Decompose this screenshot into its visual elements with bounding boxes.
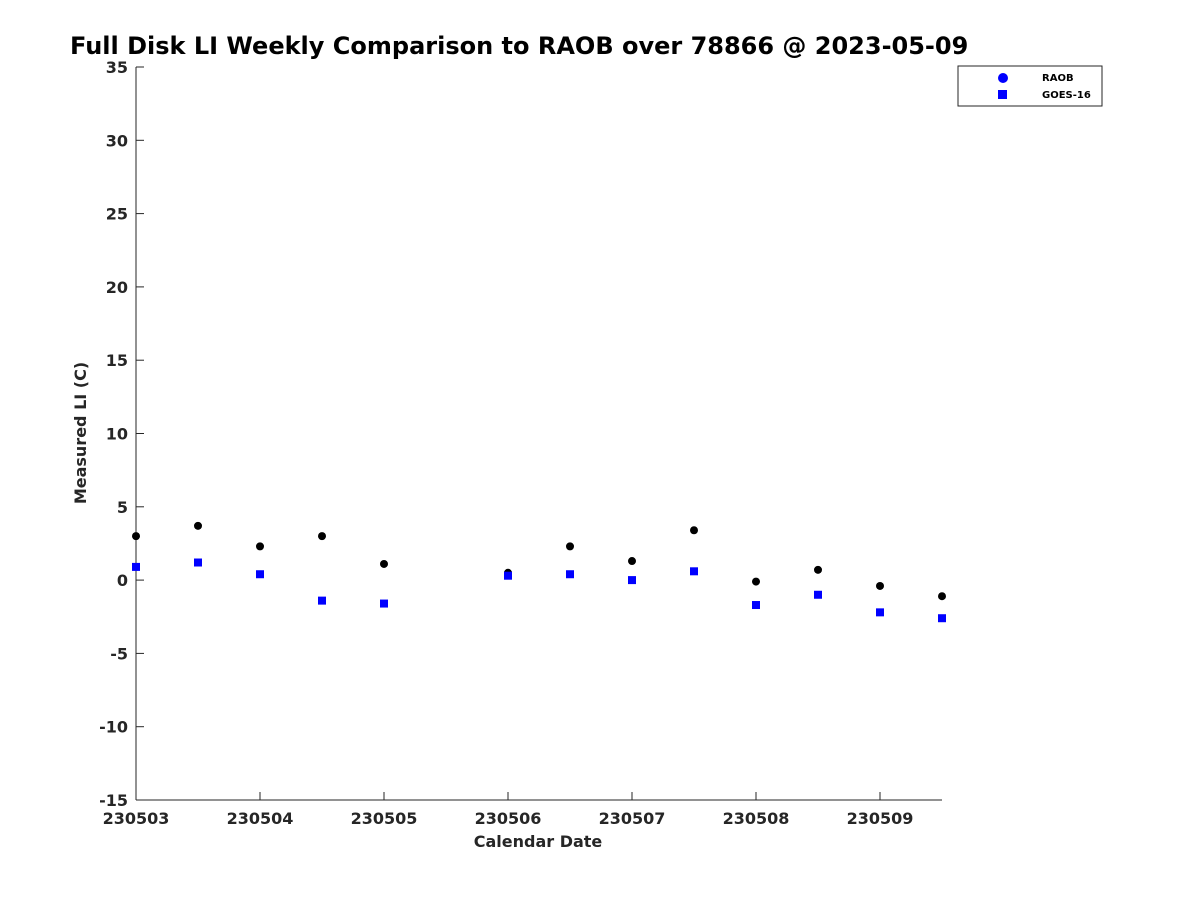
data-point-raob: [752, 577, 760, 586]
data-point-goes16: [876, 608, 884, 617]
data-point-goes16: [256, 570, 264, 579]
data-point-raob: [566, 542, 574, 551]
x-tick-label: 230508: [723, 809, 790, 828]
data-point-goes16: [380, 599, 388, 608]
y-axis-label: Measured LI (C): [71, 362, 90, 504]
data-point-raob: [938, 592, 946, 601]
data-point-goes16: [628, 576, 636, 585]
legend-marker-goes16: [998, 90, 1007, 99]
y-tick-label: 35: [106, 58, 128, 77]
y-tick-label: 15: [106, 351, 128, 370]
legend: RAOB GOES-16: [957, 65, 1103, 107]
data-point-goes16: [318, 596, 326, 605]
data-point-raob: [256, 542, 264, 551]
y-tick-label: 10: [106, 425, 128, 444]
legend-marker-raob: [998, 73, 1008, 83]
series-raob: [132, 521, 946, 601]
data-point-goes16: [566, 570, 574, 579]
data-point-goes16: [132, 562, 140, 571]
plot-area: [135, 67, 942, 801]
y-tick-label: 0: [117, 571, 128, 590]
y-tick-label: 25: [106, 205, 128, 224]
legend-box: [957, 65, 1103, 107]
y-tick-label: -10: [99, 718, 128, 737]
data-point-goes16: [194, 558, 202, 567]
data-point-raob: [132, 532, 140, 541]
data-series: [132, 521, 946, 623]
y-tick-label: 20: [106, 278, 128, 297]
x-ticks: 230503 230504 230505 230506 230507 230508 2305…: [103, 792, 914, 828]
x-tick-label: 230503: [103, 809, 170, 828]
y-tick-label: 5: [117, 498, 128, 517]
data-point-goes16: [814, 590, 822, 599]
y-tick-label: -5: [110, 644, 128, 663]
x-tick-label: 230505: [351, 809, 418, 828]
data-point-raob: [690, 526, 698, 535]
data-point-raob: [814, 565, 822, 574]
data-point-goes16: [690, 567, 698, 576]
legend-label-raob: RAOB: [1042, 73, 1074, 84]
y-tick-label: -15: [99, 791, 128, 810]
data-point-raob: [380, 559, 388, 568]
data-point-goes16: [504, 571, 512, 580]
chart-title: Full Disk LI Weekly Comparison to RAOB o…: [70, 32, 968, 60]
data-point-raob: [194, 521, 202, 530]
series-goes-16: [132, 558, 946, 623]
x-tick-label: 230504: [227, 809, 294, 828]
y-ticks: 35 30 25 20 15 10 5 0 -5 -10 -15: [99, 58, 144, 810]
x-axis-label: Calendar Date: [474, 832, 603, 851]
y-tick-label: 30: [106, 131, 128, 150]
data-point-raob: [876, 581, 884, 590]
x-tick-label: 230507: [599, 809, 666, 828]
data-point-goes16: [752, 601, 760, 610]
legend-label-goes16: GOES-16: [1042, 90, 1091, 101]
data-point-goes16: [938, 614, 946, 623]
data-point-raob: [318, 532, 326, 541]
x-tick-label: 230509: [847, 809, 914, 828]
data-point-raob: [628, 557, 636, 566]
x-tick-label: 230506: [475, 809, 542, 828]
